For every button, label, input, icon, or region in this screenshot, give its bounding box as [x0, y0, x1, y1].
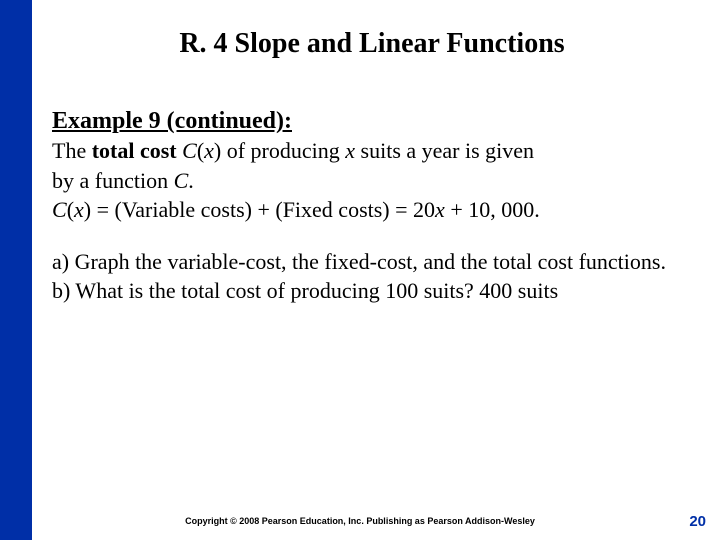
question-a: a) Graph the variable-cost, the fixed-co… [52, 248, 692, 276]
text: ( [67, 197, 74, 222]
left-accent-bar [0, 0, 32, 540]
page-number: 20 [689, 513, 706, 530]
var-x: x [345, 138, 355, 163]
slide-content: R. 4 Slope and Linear Functions Example … [32, 0, 720, 540]
text: of producing [227, 138, 346, 163]
text: suits a year is given [355, 138, 534, 163]
text: . [188, 168, 194, 193]
var-x: x [435, 197, 445, 222]
var-x: x [204, 138, 214, 163]
var-C: C [174, 168, 189, 193]
text: ) [214, 138, 227, 163]
body-line-2: by a function C. [52, 167, 692, 195]
text: by a function [52, 168, 174, 193]
var-C: C [182, 138, 197, 163]
text: ) = (Variable costs) + (Fixed costs) = 2… [84, 197, 435, 222]
question-b: b) What is the total cost of producing 1… [52, 277, 692, 305]
body-line-3: C(x) = (Variable costs) + (Fixed costs) … [52, 196, 692, 224]
copyright-text: Copyright © 2008 Pearson Education, Inc.… [0, 516, 720, 526]
text-bold: total cost [92, 138, 182, 163]
text: + 10, 000. [445, 197, 540, 222]
example-heading: Example 9 (continued): [52, 108, 692, 135]
body-line-1: The total cost C(x) of producing x suits… [52, 137, 692, 165]
var-C: C [52, 197, 67, 222]
var-x: x [74, 197, 84, 222]
slide-title: R. 4 Slope and Linear Functions [52, 28, 692, 60]
question-list: a) Graph the variable-cost, the fixed-co… [52, 248, 692, 305]
spacer [52, 226, 692, 248]
text: The [52, 138, 92, 163]
